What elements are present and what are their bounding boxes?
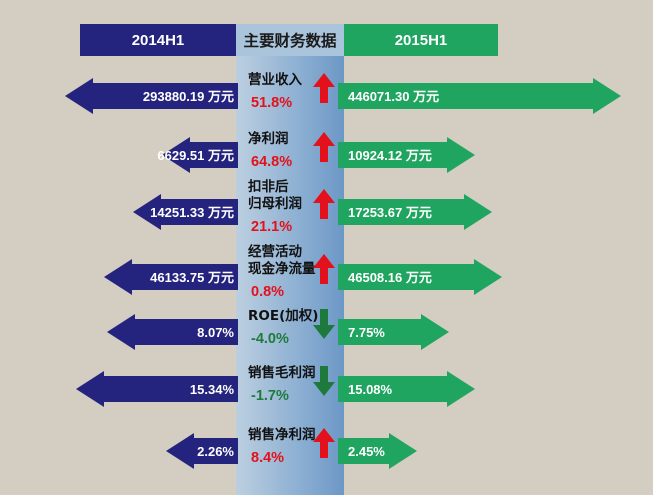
row-7-change-percent: 8.4% <box>251 450 284 466</box>
row-2-2014h1-value: 6629.51 万元 <box>157 148 234 163</box>
row-1-2015h1-arrow <box>338 78 621 114</box>
row-1-2014h1-arrow <box>65 78 238 114</box>
row-4-label-line-1: 经营活动 <box>248 243 302 260</box>
row-5-change-percent: -4.0% <box>251 331 289 347</box>
row-2-label-line-1: 净利润 <box>248 130 289 147</box>
row-6-change-percent: -1.7% <box>251 388 289 404</box>
row-4-change-percent: 0.8% <box>251 284 284 300</box>
row-6-label-line-1: 销售毛利润 <box>248 364 316 381</box>
row-4-2014h1-arrow <box>104 259 238 295</box>
row-3-label-line-1: 扣非后 <box>248 178 289 195</box>
row-3-2014h1-arrow <box>133 194 238 230</box>
row-5-2014h1-arrow <box>107 314 238 350</box>
row-4-2015h1-arrow <box>338 259 502 295</box>
row-1-2015h1-value: 446071.30 万元 <box>348 89 439 104</box>
row-5-2014h1-value: 8.07% <box>197 325 234 340</box>
row-3-label-line-2: 归母利润 <box>248 195 302 212</box>
row-4-2014h1-value: 46133.75 万元 <box>150 270 234 285</box>
row-5-2015h1-arrow <box>338 314 449 350</box>
row-1-up-arrow-icon <box>313 73 335 103</box>
header-2014h1: 2014H1 <box>80 24 236 56</box>
row-7-2015h1-arrow <box>338 433 417 469</box>
row-4-label-line-2: 现金净流量 <box>248 260 316 277</box>
row-3-up-arrow-icon <box>313 189 335 219</box>
row-3-2015h1-value: 17253.67 万元 <box>348 205 432 220</box>
row-3-2014h1-value: 14251.33 万元 <box>150 205 234 220</box>
row-1-change-percent: 51.8% <box>251 95 292 111</box>
row-5-2015h1-value: 7.75% <box>348 325 385 340</box>
row-3-change-percent: 21.1% <box>251 219 292 235</box>
row-6-2014h1-value: 15.34% <box>190 382 235 397</box>
row-2-up-arrow-icon <box>313 132 335 162</box>
row-1-2014h1-value: 293880.19 万元 <box>143 89 234 104</box>
row-7-2014h1-value: 2.26% <box>197 444 234 459</box>
row-5-label-line-1: ROE(加权) <box>248 307 318 324</box>
row-7-2015h1-value: 2.45% <box>348 444 385 459</box>
row-4-2015h1-value: 46508.16 万元 <box>348 270 432 285</box>
header-2015h1: 2015H1 <box>344 24 498 56</box>
row-5-down-arrow-icon <box>313 309 335 339</box>
row-2-2015h1-value: 10924.12 万元 <box>348 148 432 163</box>
row-7-2014h1-arrow <box>166 433 238 469</box>
row-7-up-arrow-icon <box>313 428 335 458</box>
row-2-change-percent: 64.8% <box>251 154 292 170</box>
row-2-2014h1-arrow <box>162 137 238 173</box>
row-4-up-arrow-icon <box>313 254 335 284</box>
row-3-2015h1-arrow <box>338 194 492 230</box>
row-7-label-line-1: 销售净利润 <box>248 426 316 443</box>
row-2-2015h1-arrow <box>338 137 475 173</box>
row-6-2015h1-arrow <box>338 371 475 407</box>
row-6-2014h1-arrow <box>76 371 238 407</box>
row-6-2015h1-value: 15.08% <box>348 382 393 397</box>
row-6-down-arrow-icon <box>313 366 335 396</box>
header-main-financial-data: 主要财务数据 <box>236 24 344 56</box>
row-1-label-line-1: 营业收入 <box>248 71 302 88</box>
